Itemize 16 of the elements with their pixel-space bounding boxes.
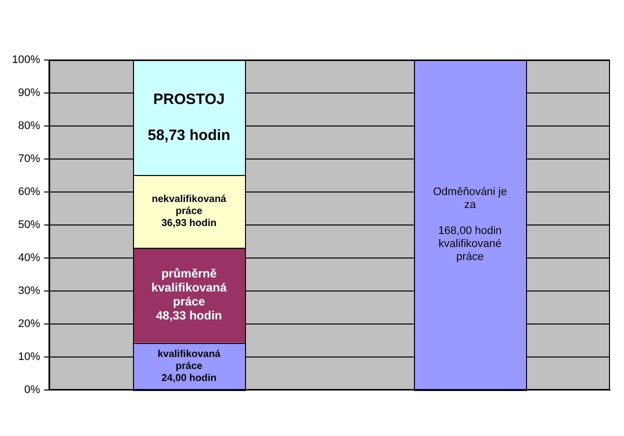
y-tick-label: 80% xyxy=(18,120,40,132)
y-tick-label: 30% xyxy=(18,285,40,298)
y-tick-label: 50% xyxy=(18,219,40,232)
y-tick-label: 0% xyxy=(24,384,40,396)
y-tick-label: 10% xyxy=(18,351,40,364)
text: PROSTOJ 58,73 hodin xyxy=(148,91,230,144)
y-tick-label: 100% xyxy=(12,54,40,66)
y-tick-label: 70% xyxy=(18,153,40,166)
series-label: kvalifikovaná práce 24,00 hodin xyxy=(158,348,221,384)
y-tick-label: 20% xyxy=(18,318,40,330)
y-tick-label: 60% xyxy=(18,186,40,198)
series-label: průměrně kvalifikovaná práce 48,33 hodin xyxy=(151,266,228,322)
text: Odměňováni je za 168,00 hodin kvalifikované práce xyxy=(433,186,507,264)
series-label: nekvalifikovaná práce 36,93 hodin xyxy=(152,194,227,229)
y-tick-label: 40% xyxy=(18,252,40,264)
y-tick-label: 90% xyxy=(18,87,40,100)
